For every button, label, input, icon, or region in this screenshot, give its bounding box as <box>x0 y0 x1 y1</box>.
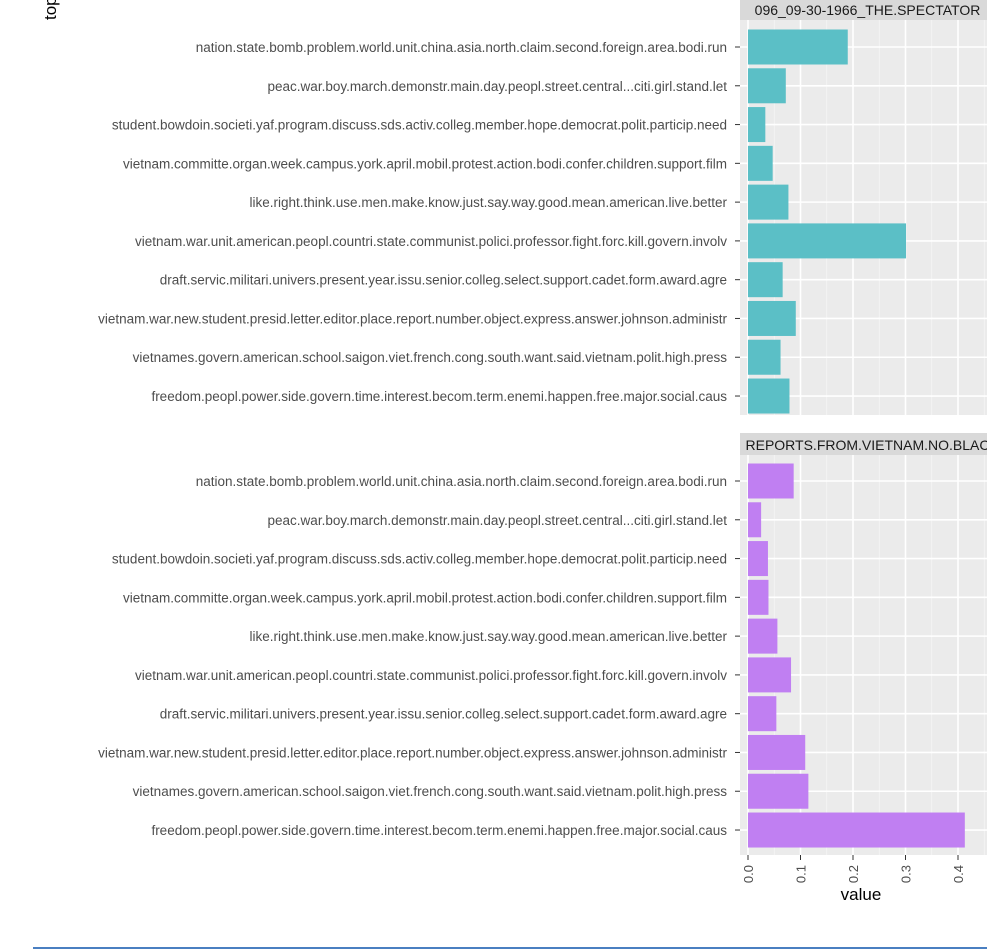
strip-label: REPORTS.FROM.VIETNAM.NO.BLAC <box>746 437 987 453</box>
y-tick-label: vietnam.committe.organ.week.campus.york.… <box>123 590 727 605</box>
bar <box>748 145 773 181</box>
y-tick-label: vietnames.govern.american.school.saigon.… <box>133 784 728 799</box>
bar <box>748 812 965 848</box>
bar <box>748 29 848 65</box>
x-axis: 0.0 0.1 0.2 0.3 0.4 <box>741 855 966 883</box>
bar <box>748 300 796 336</box>
y-axis-title: topic <box>41 0 60 20</box>
y-tick-label: draft.servic.militari.univers.present.ye… <box>160 707 727 722</box>
x-tick-label: 0.0 <box>741 865 756 883</box>
y-tick-label: vietnam.war.unit.american.peopl.countri.… <box>135 668 727 683</box>
panels-layer: nation.state.bomb.problem.world.unit.chi… <box>98 0 987 855</box>
y-tick-label: vietnam.committe.organ.week.campus.york.… <box>123 156 727 171</box>
x-tick-label: 0.2 <box>846 865 861 883</box>
bar <box>748 502 762 538</box>
y-tick-label: student.bowdoin.societi.yaf.program.disc… <box>112 552 727 567</box>
strip-background <box>740 0 987 20</box>
x-tick-label: 0.4 <box>951 865 966 883</box>
y-tick-label: nation.state.bomb.problem.world.unit.chi… <box>196 474 727 489</box>
bar <box>748 339 781 375</box>
x-tick-label: 0.3 <box>899 865 914 883</box>
x-tick-label: 0.1 <box>794 865 809 883</box>
facet-panel: nation.state.bomb.problem.world.unit.chi… <box>98 0 987 415</box>
y-tick-label: vietnam.war.new.student.presid.letter.ed… <box>98 311 727 326</box>
y-tick-label: peac.war.boy.march.demonstr.main.day.peo… <box>268 79 728 94</box>
x-axis-title: value <box>841 885 882 904</box>
bar <box>748 579 769 615</box>
bar <box>748 696 777 732</box>
bar <box>748 223 907 259</box>
bar <box>748 463 794 499</box>
bar <box>748 734 806 770</box>
y-tick-label: like.right.think.use.men.make.know.just.… <box>250 629 728 644</box>
y-tick-label: vietnames.govern.american.school.saigon.… <box>133 350 728 365</box>
strip-background <box>740 433 987 455</box>
facet-panel: nation.state.bomb.problem.world.unit.chi… <box>98 433 987 855</box>
bar <box>748 107 766 143</box>
y-tick-label: freedom.peopl.power.side.govern.time.int… <box>151 389 727 404</box>
y-tick-label: nation.state.bomb.problem.world.unit.chi… <box>196 40 727 55</box>
bar <box>748 378 790 414</box>
y-tick-label: peac.war.boy.march.demonstr.main.day.peo… <box>268 513 728 528</box>
y-tick-label: draft.servic.militari.univers.present.ye… <box>160 273 727 288</box>
y-tick-label: student.bowdoin.societi.yaf.program.disc… <box>112 118 727 133</box>
bar <box>748 773 809 809</box>
bar <box>748 618 778 654</box>
y-tick-label: vietnam.war.new.student.presid.letter.ed… <box>98 745 727 760</box>
y-tick-label: freedom.peopl.power.side.govern.time.int… <box>151 823 727 838</box>
y-tick-label: like.right.think.use.men.make.know.just.… <box>250 195 728 210</box>
bar <box>748 541 768 577</box>
y-tick-label: vietnam.war.unit.american.peopl.countri.… <box>135 234 727 249</box>
bottom-rule <box>33 947 987 949</box>
bar <box>748 184 789 220</box>
bar <box>748 262 783 298</box>
bar <box>748 68 786 104</box>
strip-label: 096_09-30-1966_THE.SPECTATOR <box>755 2 981 18</box>
bar <box>748 657 792 693</box>
